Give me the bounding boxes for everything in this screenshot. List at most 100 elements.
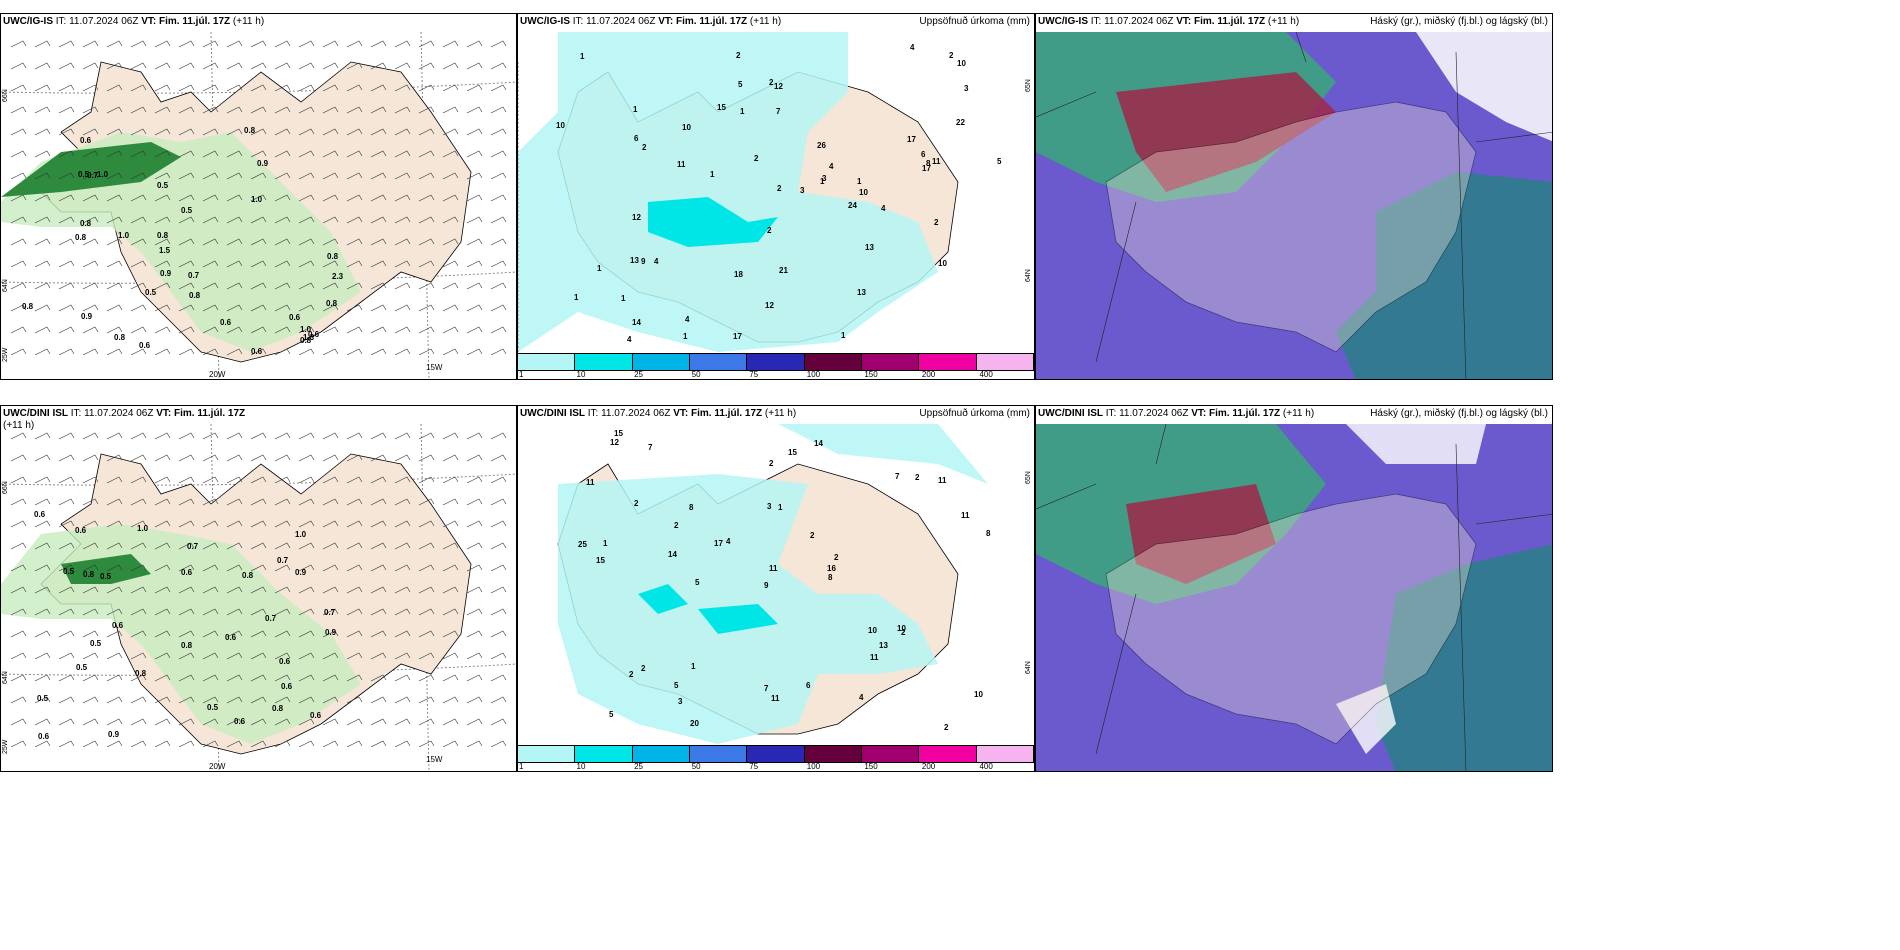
wind-barb: [130, 40, 147, 48]
value-label: 1.3: [303, 333, 315, 342]
value-label: 22: [956, 118, 965, 127]
wind-barb: [58, 432, 75, 440]
colorbar-label: 75: [749, 370, 759, 379]
wind-barb: [10, 696, 27, 704]
wind-barb: [442, 586, 459, 594]
wind-barb: [490, 62, 507, 70]
value-label: 0.6: [34, 510, 46, 519]
wind-barb: [34, 62, 51, 70]
wind-barb: [442, 740, 459, 748]
wind-barb: [58, 740, 75, 748]
wind-barb: [466, 608, 483, 616]
wind-barb: [202, 498, 219, 506]
colorbar-cell: [575, 746, 633, 762]
wind-barb: [226, 238, 243, 246]
wind-barb: [466, 150, 483, 158]
wind-barb: [346, 260, 363, 268]
panel-header: UWC/IG-IS IT: 11.07.2024 06Z VT: Fim. 11…: [3, 16, 512, 28]
value-label: 5: [609, 710, 614, 719]
high-cloud-region: [1126, 484, 1276, 584]
wind-barb: [418, 586, 435, 594]
panel-clouds-igis: UWC/IG-IS IT: 11.07.2024 06Z VT: Fim. 11…: [1035, 13, 1553, 380]
wind-barb: [346, 62, 363, 70]
wind-barb: [58, 542, 75, 550]
value-label: 6: [806, 681, 811, 690]
lead-time: (+11 h): [1282, 408, 1315, 419]
wind-barb: [58, 520, 75, 528]
colorbar-label: 50: [691, 370, 701, 379]
valid-time: VT: Fim. 11.júl. 17Z: [156, 408, 246, 419]
wind-barb: [154, 62, 171, 70]
wind-barb: [154, 674, 171, 682]
colorbar-label: 1: [519, 370, 524, 379]
wind-barb: [202, 586, 219, 594]
wind-barb: [106, 326, 123, 334]
wind-barb: [82, 106, 99, 114]
value-label: 1.0: [137, 524, 149, 533]
colorbar-label: 200: [921, 762, 936, 771]
value-label: 0.8: [327, 252, 339, 261]
value-label: 7: [764, 684, 769, 693]
wind-barb: [298, 520, 315, 528]
wind-barb: [394, 106, 411, 114]
wind-barb: [442, 454, 459, 462]
wind-barb: [346, 304, 363, 312]
value-label: 0.6: [289, 313, 301, 322]
wind-barb: [298, 586, 315, 594]
value-label: 8: [689, 503, 694, 512]
precip-heavy-region: [698, 604, 778, 634]
value-label: 5: [695, 578, 700, 587]
wind-barb: [130, 238, 147, 246]
wind-barb: [250, 238, 267, 246]
wind-barb: [34, 498, 51, 506]
value-label: 21: [779, 266, 788, 275]
wind-barb: [178, 498, 195, 506]
init-time: IT: 11.07.2024 06Z: [70, 408, 154, 419]
wind-barb: [490, 40, 507, 48]
wind-barb: [490, 150, 507, 158]
wind-barb: [466, 674, 483, 682]
panel-header: UWC/DINI ISL IT: 11.07.2024 06Z VT: Fim.…: [520, 408, 1030, 420]
colorbar-cell: [804, 354, 862, 370]
colorbar-label: 25: [634, 762, 644, 771]
wind-barb: [322, 740, 339, 748]
wind-barb: [202, 150, 219, 158]
lat-label: 64N: [2, 671, 9, 684]
panel-wind-dini: UWC/DINI ISL IT: 11.07.2024 06Z VT: Fim.…: [0, 405, 517, 772]
value-label: 1: [621, 294, 626, 303]
wind-barb: [226, 216, 243, 224]
value-label: 18: [734, 270, 743, 279]
wind-barb: [106, 260, 123, 268]
wind-barb: [82, 718, 99, 726]
wind-barb: [58, 128, 75, 136]
wind-barb: [442, 304, 459, 312]
field-title: Háský (gr.), miðský (fj.bl.) og lágský (…: [1370, 408, 1548, 419]
value-label: 6: [634, 134, 639, 143]
wind-barb: [106, 520, 123, 528]
wind-barb: [466, 260, 483, 268]
value-label: 25: [578, 540, 587, 549]
panel-header: UWC/IG-IS IT: 11.07.2024 06Z VT: Fim. 11…: [1038, 16, 1548, 28]
wind-barb: [226, 304, 243, 312]
wind-barb: [106, 740, 123, 748]
wind-barb: [130, 260, 147, 268]
wind-barb: [106, 454, 123, 462]
wind-barb: [490, 542, 507, 550]
value-label: 1: [778, 503, 783, 512]
value-label: 11: [771, 694, 780, 703]
value-label: 1: [633, 105, 638, 114]
value-label: 15: [596, 556, 605, 565]
wind-barb: [298, 238, 315, 246]
value-label: 2: [629, 670, 634, 679]
wind-barb: [10, 718, 27, 726]
wind-barb: [250, 216, 267, 224]
wind-barb: [82, 476, 99, 484]
wind-barb: [346, 564, 363, 572]
wind-barb: [202, 238, 219, 246]
value-label: 2.3: [332, 272, 344, 281]
colorbar-cell: [689, 746, 748, 762]
value-label: 2: [769, 78, 774, 87]
wind-barb: [298, 718, 315, 726]
wind-barb: [82, 304, 99, 312]
wind-barb: [130, 476, 147, 484]
